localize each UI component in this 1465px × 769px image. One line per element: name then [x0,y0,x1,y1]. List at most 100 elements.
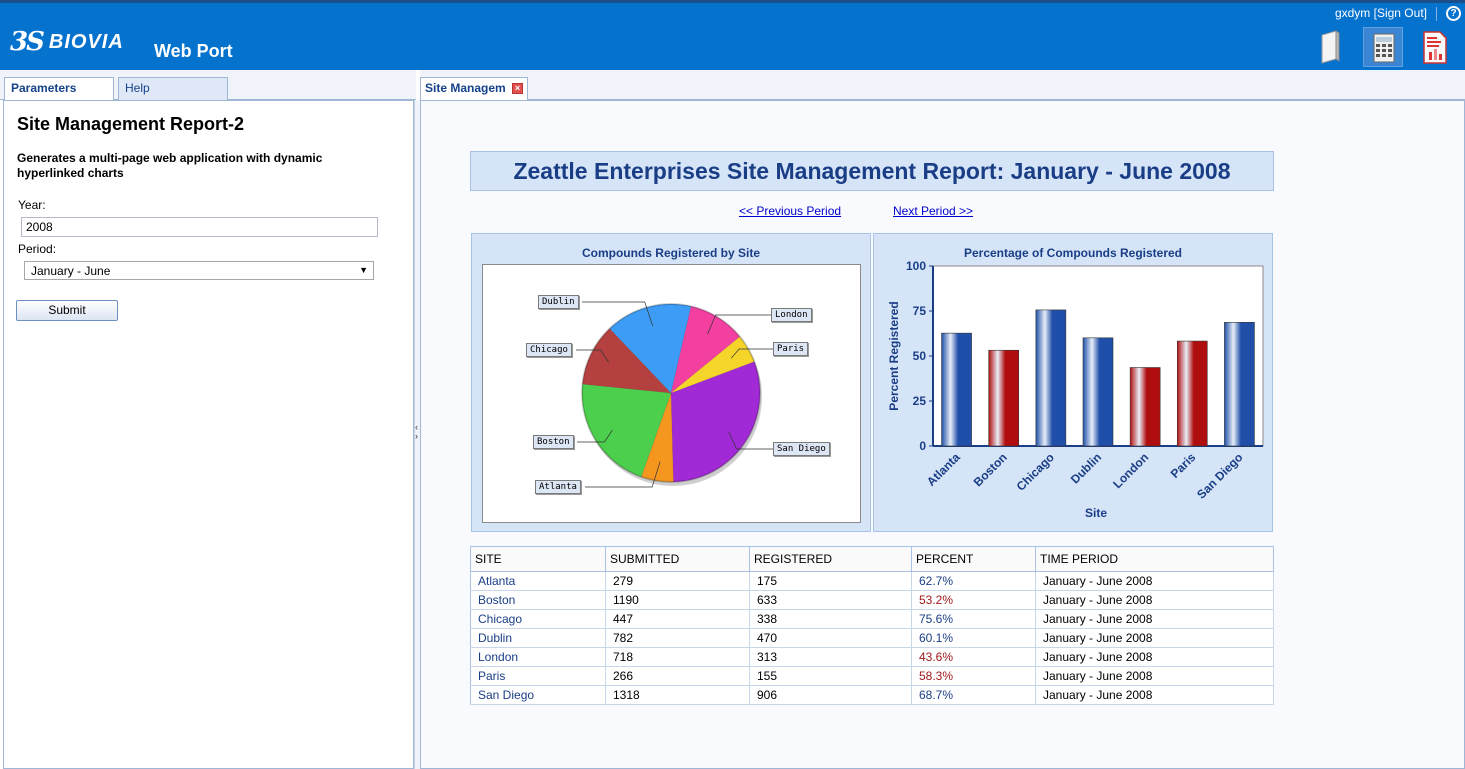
cell-registered: 313 [749,647,912,667]
bar-dublin[interactable] [1082,337,1114,447]
col-header-time-period[interactable]: TIME PERIOD [1035,546,1274,572]
report-panel: Zeattle Enterprises Site Management Repo… [420,100,1465,769]
header-divider [1436,7,1437,21]
cell-registered: 155 [749,666,912,686]
tab-help[interactable]: Help [118,77,228,100]
sign-out-link[interactable]: [Sign Out] [1373,6,1427,20]
pane-splitter[interactable]: ‹ › [414,100,420,769]
cell-time-period: January - June 2008 [1035,647,1274,667]
app-name: Web Port [154,41,233,61]
y-tick-label: 50 [913,349,927,363]
table-row: San Diego 1318 906 68.7% January - June 2008 [470,685,1274,705]
next-period-link[interactable]: Next Period >> [893,204,974,218]
pie-slice-dublin[interactable] [609,303,692,394]
col-header-site[interactable]: SITE [470,546,606,572]
pie-label-atlanta: Atlanta [535,480,581,494]
period-label: Period: [18,242,57,256]
pie-label-chicago: Chicago [526,343,572,357]
site-data-table: SITE SUBMITTED REGISTERED PERCENT TIME P… [470,546,1274,705]
table-row: Dublin 782 470 60.1% January - June 2008 [470,628,1274,648]
cell-site[interactable]: Dublin [470,628,606,648]
tab-parameters[interactable]: Parameters [4,77,114,101]
cell-percent: 75.6% [911,609,1036,629]
table-row: Atlanta 279 175 62.7% January - June 2008 [470,571,1274,591]
pie-leader-line [707,314,771,335]
cell-submitted: 782 [605,628,750,648]
x-tick-label: Boston [971,450,1010,489]
table-row: Paris 266 155 58.3% January - June 2008 [470,666,1274,686]
col-header-registered[interactable]: REGISTERED [749,546,912,572]
pie-chart-plot: Atlanta Boston Chicago Dublin London Paris San… [482,264,861,523]
help-icon[interactable]: ? [1446,6,1461,21]
pie-leader-line [585,461,661,488]
cell-site[interactable]: Atlanta [470,571,606,591]
col-header-percent[interactable]: PERCENT [911,546,1036,572]
pie-leader-line [576,349,609,363]
bar-boston[interactable] [988,349,1020,447]
app-header: 3S BIOVIA Web Port gxdym [Sign Out] ? [0,0,1465,70]
cell-percent: 58.3% [911,666,1036,686]
bar-san-diego[interactable] [1224,322,1255,447]
bar-chart: 0 25 50 75 100 Atlanta Boston Chicago Dublin Lond… [887,259,1264,520]
year-input[interactable] [21,217,378,237]
previous-period-link[interactable]: << Previous Period [739,204,842,218]
pie-chart-title: Compounds Registered by Site [581,246,761,260]
cell-time-period: January - June 2008 [1035,609,1274,629]
user-area: gxdym [Sign Out] [1335,6,1427,20]
period-select[interactable]: January - June ▼ [24,261,374,280]
calculator-icon[interactable] [1363,27,1403,67]
cell-time-period: January - June 2008 [1035,628,1274,648]
y-axis-label: Percent Registered [887,301,901,410]
col-header-submitted[interactable]: SUBMITTED [605,546,750,572]
tab-site-management[interactable]: Site Managem × [420,77,528,101]
pie-slice-san-diego[interactable] [670,361,761,483]
pie-slice-atlanta[interactable] [640,392,674,483]
pie-slice-chicago[interactable] [582,328,672,394]
pie-slice-boston[interactable] [581,383,672,478]
bar-atlanta[interactable] [941,332,972,447]
cell-percent: 62.7% [911,571,1036,591]
y-tick-label: 75 [913,304,927,318]
biovia-logo: 3S BIOVIA [10,27,124,57]
pie-slice-london[interactable] [670,305,741,394]
period-selected-value: January - June [31,264,111,278]
x-tick-label: London [1110,450,1151,491]
collapse-arrows-icon[interactable]: ‹ › [415,422,418,441]
submit-button[interactable]: Submit [16,300,118,321]
table-row: Chicago 447 338 75.6% January - June 2008 [470,609,1274,629]
right-tab-strip: Site Managem × [420,70,1465,101]
cell-registered: 338 [749,609,912,629]
cell-registered: 175 [749,571,912,591]
cell-submitted: 279 [605,571,750,591]
x-tick-label: Dublin [1068,450,1104,486]
table-header-row: SITE SUBMITTED REGISTERED PERCENT TIME P… [470,546,1274,572]
book-icon[interactable] [1310,27,1350,67]
report-icon[interactable] [1415,27,1455,67]
report-title: Site Management Report-2 [17,114,245,134]
cell-time-period: January - June 2008 [1035,571,1274,591]
logo-mark: 3S [10,27,45,57]
bar-chart-title: Percentage of Compounds Registered [963,246,1183,260]
cell-site[interactable]: San Diego [470,685,606,705]
cell-submitted: 266 [605,666,750,686]
cell-site[interactable]: Paris [470,666,606,686]
cell-time-period: January - June 2008 [1035,666,1274,686]
cell-percent: 68.7% [911,685,1036,705]
cell-site[interactable]: Chicago [470,609,606,629]
parameters-panel: Site Management Report-2 Generates a mul… [3,100,414,769]
bar-london[interactable] [1129,367,1161,447]
pie-leader-line [728,431,773,450]
y-tick-label: 100 [906,259,926,273]
bar-chart-panel: Percentage of Compounds Registered 0 25 50… [873,233,1273,532]
pie-slice-paris[interactable] [670,336,755,394]
bar-paris[interactable] [1176,340,1208,447]
cell-percent: 43.6% [911,647,1036,667]
cell-site[interactable]: London [470,647,606,667]
close-tab-icon[interactable]: × [512,83,523,94]
bar-chicago[interactable] [1035,309,1067,447]
cell-site[interactable]: Boston [470,590,606,610]
report-description: Generates a multi-page web application w… [17,151,323,180]
cell-registered: 633 [749,590,912,610]
cell-time-period: January - June 2008 [1035,590,1274,610]
x-tick-label: Chicago [1014,450,1057,493]
